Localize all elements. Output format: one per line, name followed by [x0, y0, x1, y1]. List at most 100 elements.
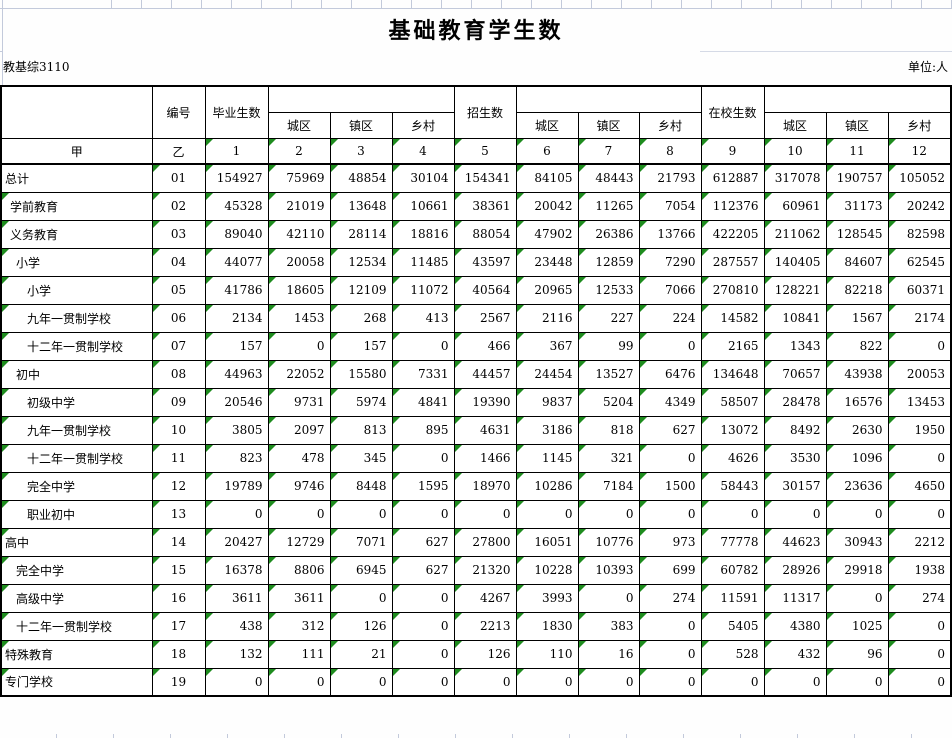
value-cell[interactable]: 13648 — [329, 191, 393, 221]
value-cell[interactable]: 9746 — [267, 471, 331, 501]
value-cell[interactable]: 4349 — [638, 387, 702, 417]
row-code-cell[interactable]: 16 — [151, 583, 206, 613]
value-cell[interactable]: 48443 — [577, 163, 640, 193]
value-cell[interactable]: 612887 — [700, 163, 765, 193]
value-cell[interactable]: 157 — [329, 331, 393, 361]
value-cell[interactable]: 28926 — [763, 555, 827, 585]
value-cell[interactable]: 31173 — [825, 191, 889, 221]
value-cell[interactable]: 128221 — [763, 275, 827, 305]
value-cell[interactable]: 438 — [204, 611, 269, 641]
value-cell[interactable]: 0 — [577, 499, 640, 529]
row-label-cell[interactable]: 总计 — [0, 163, 153, 193]
value-cell[interactable]: 16 — [577, 639, 640, 669]
value-cell[interactable]: 3805 — [204, 415, 269, 445]
header-column-number-cell[interactable]: 3 — [329, 138, 393, 165]
value-cell[interactable]: 10841 — [763, 303, 827, 333]
header-column-number-cell[interactable]: 6 — [515, 138, 579, 165]
value-cell[interactable]: 20965 — [515, 275, 579, 305]
header-town-cell[interactable]: 镇区 — [825, 112, 889, 139]
row-label-cell[interactable]: 九年一贯制学校 — [0, 415, 153, 445]
value-cell[interactable]: 157 — [204, 331, 269, 361]
value-cell[interactable]: 6945 — [329, 555, 393, 585]
value-cell[interactable]: 1096 — [825, 443, 889, 473]
value-cell[interactable]: 126 — [453, 639, 517, 669]
row-code-cell[interactable]: 05 — [151, 275, 206, 305]
value-cell[interactable]: 132 — [204, 639, 269, 669]
row-code-cell[interactable]: 04 — [151, 247, 206, 277]
value-cell[interactable]: 44963 — [204, 359, 269, 389]
value-cell[interactable]: 16378 — [204, 555, 269, 585]
value-cell[interactable]: 96 — [825, 639, 889, 669]
value-cell[interactable]: 8492 — [763, 415, 827, 445]
value-cell[interactable]: 0 — [638, 443, 702, 473]
value-cell[interactable]: 0 — [391, 667, 455, 697]
value-cell[interactable]: 88054 — [453, 219, 517, 249]
value-cell[interactable]: 3186 — [515, 415, 579, 445]
row-label-cell[interactable]: 专门学校 — [0, 667, 153, 697]
value-cell[interactable]: 227 — [577, 303, 640, 333]
value-cell[interactable]: 21320 — [453, 555, 517, 585]
header-group-spacer[interactable] — [515, 85, 702, 113]
header-urban-cell[interactable]: 城区 — [763, 112, 827, 139]
value-cell[interactable]: 317078 — [763, 163, 827, 193]
value-cell[interactable]: 60782 — [700, 555, 765, 585]
row-code-cell[interactable]: 17 — [151, 611, 206, 641]
header-column-number-cell[interactable]: 2 — [267, 138, 331, 165]
value-cell[interactable]: 274 — [887, 583, 952, 613]
value-cell[interactable]: 0 — [329, 499, 393, 529]
value-cell[interactable]: 70657 — [763, 359, 827, 389]
value-cell[interactable]: 154341 — [453, 163, 517, 193]
row-label-cell[interactable]: 职业初中 — [0, 499, 153, 529]
value-cell[interactable]: 528 — [700, 639, 765, 669]
value-cell[interactable]: 10393 — [577, 555, 640, 585]
row-label-cell[interactable]: 小学 — [0, 247, 153, 277]
value-cell[interactable]: 13453 — [887, 387, 952, 417]
header-urban-cell[interactable]: 城区 — [515, 112, 579, 139]
value-cell[interactable]: 0 — [515, 499, 579, 529]
value-cell[interactable]: 2174 — [887, 303, 952, 333]
value-cell[interactable]: 2630 — [825, 415, 889, 445]
value-cell[interactable]: 0 — [577, 583, 640, 613]
value-cell[interactable]: 20427 — [204, 527, 269, 557]
header-group-spacer[interactable] — [763, 85, 952, 113]
value-cell[interactable]: 18816 — [391, 219, 455, 249]
header-column-number-cell[interactable]: 4 — [391, 138, 455, 165]
value-cell[interactable]: 5974 — [329, 387, 393, 417]
row-label-cell[interactable]: 特殊教育 — [0, 639, 153, 669]
row-code-cell[interactable]: 19 — [151, 667, 206, 697]
value-cell[interactable]: 823 — [204, 443, 269, 473]
value-cell[interactable]: 42110 — [267, 219, 331, 249]
value-cell[interactable]: 466 — [453, 331, 517, 361]
value-cell[interactable]: 0 — [887, 611, 952, 641]
value-cell[interactable]: 627 — [391, 527, 455, 557]
value-cell[interactable]: 29918 — [825, 555, 889, 585]
value-cell[interactable]: 7054 — [638, 191, 702, 221]
value-cell[interactable]: 112376 — [700, 191, 765, 221]
value-cell[interactable]: 268 — [329, 303, 393, 333]
value-cell[interactable]: 11317 — [763, 583, 827, 613]
value-cell[interactable]: 0 — [391, 331, 455, 361]
value-cell[interactable]: 3611 — [204, 583, 269, 613]
header-column-number-cell[interactable]: 10 — [763, 138, 827, 165]
value-cell[interactable]: 23448 — [515, 247, 579, 277]
value-cell[interactable]: 4650 — [887, 471, 952, 501]
value-cell[interactable]: 3530 — [763, 443, 827, 473]
value-cell[interactable]: 0 — [204, 499, 269, 529]
value-cell[interactable]: 26386 — [577, 219, 640, 249]
value-cell[interactable]: 0 — [638, 639, 702, 669]
value-cell[interactable]: 270810 — [700, 275, 765, 305]
value-cell[interactable]: 154927 — [204, 163, 269, 193]
value-cell[interactable]: 5405 — [700, 611, 765, 641]
value-cell[interactable]: 1500 — [638, 471, 702, 501]
value-cell[interactable]: 58443 — [700, 471, 765, 501]
value-cell[interactable]: 134648 — [700, 359, 765, 389]
value-cell[interactable]: 1938 — [887, 555, 952, 585]
value-cell[interactable]: 0 — [453, 667, 517, 697]
value-cell[interactable]: 0 — [267, 499, 331, 529]
value-cell[interactable]: 0 — [638, 611, 702, 641]
value-cell[interactable]: 2097 — [267, 415, 331, 445]
value-cell[interactable]: 48854 — [329, 163, 393, 193]
value-cell[interactable]: 21019 — [267, 191, 331, 221]
value-cell[interactable]: 30104 — [391, 163, 455, 193]
value-cell[interactable]: 30157 — [763, 471, 827, 501]
